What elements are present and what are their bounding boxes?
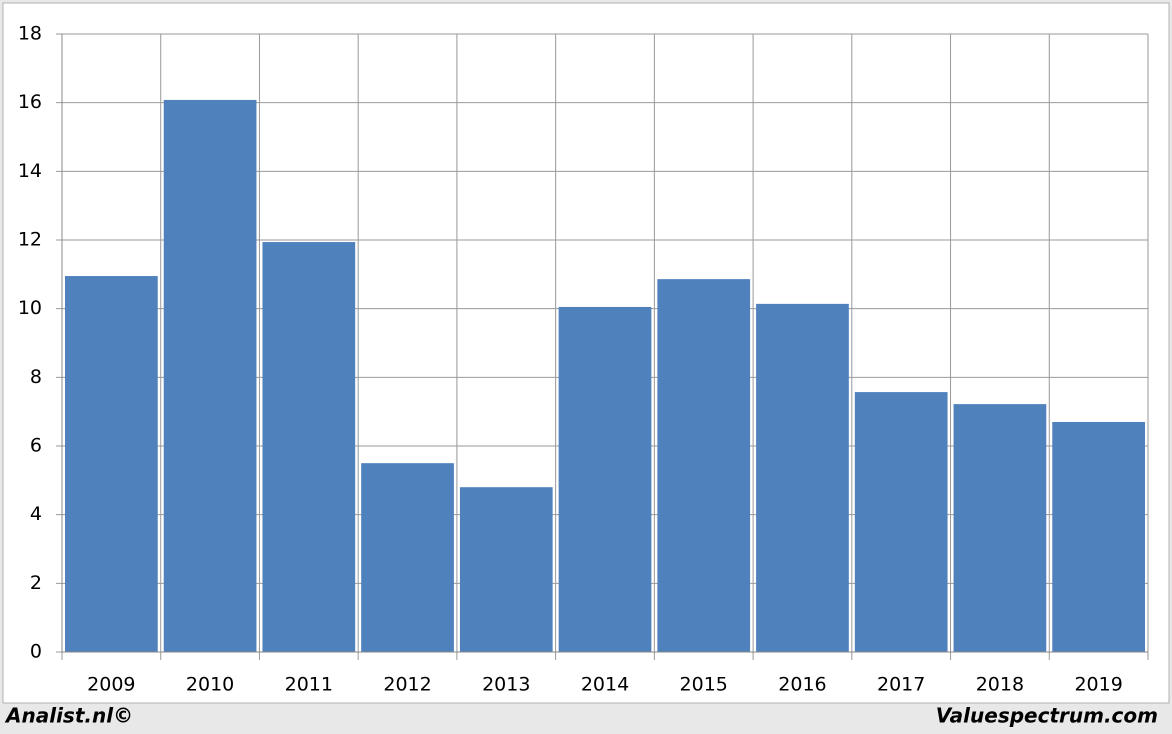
bar: [657, 279, 751, 652]
x-tick-label: 2010: [186, 674, 234, 696]
y-tick-label: 10: [18, 297, 42, 319]
x-tick-label: 2016: [778, 674, 826, 696]
footer-left: Analist.nl©: [4, 704, 133, 728]
y-tick-label: 6: [30, 435, 42, 457]
bar: [953, 404, 1047, 652]
footer-right: Valuespectrum.com: [936, 704, 1158, 728]
bar: [1052, 421, 1145, 652]
x-tick-label: 2018: [976, 674, 1024, 696]
x-tick-label: 2017: [877, 674, 925, 696]
y-tick-label: 0: [30, 641, 42, 663]
y-tick-label: 8: [30, 366, 42, 388]
bar: [854, 392, 948, 652]
y-tick-label: 14: [18, 160, 42, 182]
y-tick-label: 16: [18, 91, 42, 113]
y-tick-label: 18: [18, 23, 42, 45]
bar: [163, 99, 257, 653]
bar: [756, 303, 849, 652]
x-tick-label: 2009: [87, 674, 135, 696]
y-tick-label: 12: [18, 229, 42, 251]
x-tick-label: 2019: [1074, 674, 1122, 696]
x-tick-label: 2013: [482, 674, 530, 696]
y-tick-label: 4: [30, 503, 42, 525]
bar: [558, 306, 652, 652]
bar: [65, 276, 158, 652]
x-tick-label: 2014: [581, 674, 629, 696]
bar: [262, 242, 356, 652]
bar: [459, 487, 553, 652]
bar: [361, 463, 454, 652]
x-tick-label: 2015: [680, 674, 728, 696]
y-tick-label: 2: [30, 572, 42, 594]
x-tick-label: 2012: [383, 674, 431, 696]
x-tick-label: 2011: [285, 674, 333, 696]
